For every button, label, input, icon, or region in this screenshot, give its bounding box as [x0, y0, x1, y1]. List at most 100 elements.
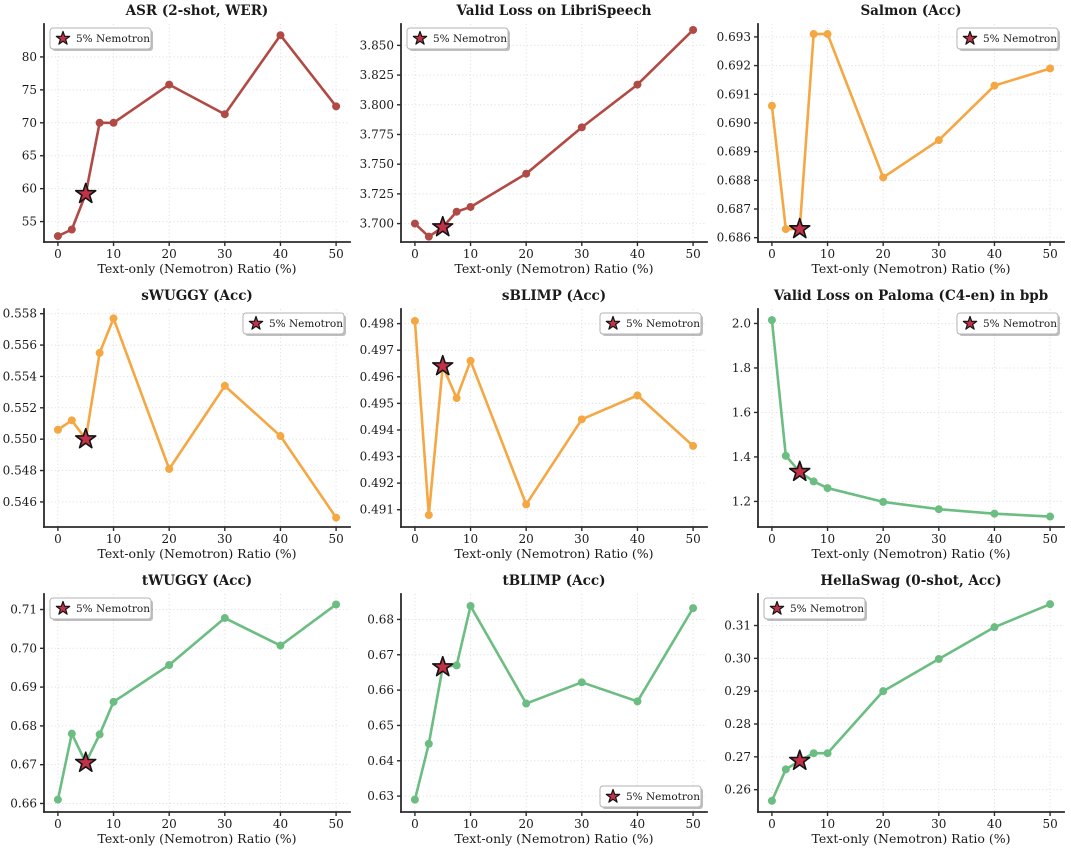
- data-point: [452, 207, 461, 216]
- x-tick-label: 20: [876, 247, 891, 261]
- y-tick-label: 0.548: [3, 464, 37, 478]
- x-tick-label: 20: [519, 532, 534, 546]
- tick-marks: [40, 56, 337, 246]
- legend: 5% Nemotron: [242, 312, 346, 336]
- x-tick-label: 0: [54, 532, 62, 546]
- data-point: [577, 123, 586, 132]
- y-tick-label: 0.31: [724, 619, 751, 633]
- data-point: [522, 699, 531, 708]
- data-point: [934, 136, 943, 145]
- x-tick-label: 20: [519, 817, 534, 831]
- legend: 5% Nemotron: [49, 597, 153, 621]
- x-tick-label: 10: [106, 817, 121, 831]
- data-point: [767, 316, 776, 325]
- y-tick-label: 60: [22, 182, 37, 196]
- y-tick-label: 0.686: [717, 231, 751, 245]
- x-tick-label: 10: [820, 532, 835, 546]
- data-point: [410, 219, 419, 228]
- star-marker-5pct-nemotron: [431, 354, 454, 376]
- data-point: [109, 697, 118, 706]
- x-tick-label: 10: [820, 247, 835, 261]
- data-points: [410, 25, 698, 241]
- y-tick-label: 0.30: [724, 651, 751, 665]
- data-point: [165, 80, 174, 89]
- axes-spines: [400, 23, 708, 243]
- legend-star-icon: [248, 315, 264, 330]
- data-point: [823, 484, 832, 493]
- x-axis-label: Text-only (Nemotron) Ratio (%): [812, 546, 1011, 561]
- axes-spines: [400, 593, 708, 813]
- gridlines: [758, 594, 1064, 812]
- y-tick-label: 0.552: [3, 401, 37, 415]
- x-tick-label: 40: [987, 247, 1002, 261]
- tick-marks: [40, 608, 337, 816]
- y-tick-label: 0.28: [724, 717, 751, 731]
- data-point: [809, 477, 818, 486]
- y-tick-label: 1.8: [732, 361, 751, 375]
- chart-title: Salmon (Acc): [860, 3, 961, 19]
- data-point: [95, 348, 104, 357]
- y-tick-label: 1.2: [732, 494, 751, 508]
- data-point: [424, 232, 433, 241]
- y-tick-label: 0.691: [717, 87, 751, 101]
- data-point: [466, 356, 475, 365]
- legend-star-icon: [962, 30, 978, 45]
- data-point: [109, 314, 118, 323]
- y-tick-label: 0.494: [360, 423, 395, 437]
- data-point: [466, 602, 475, 611]
- data-points: [767, 316, 1055, 521]
- gridlines: [758, 309, 1064, 527]
- legend-star-icon: [605, 315, 621, 330]
- y-tick-label: 0.70: [10, 641, 37, 655]
- x-tick-label: 0: [411, 532, 419, 546]
- chart-title: sWUGGY (Acc): [141, 288, 253, 304]
- y-tick-label: 65: [22, 149, 37, 163]
- data-points: [410, 316, 698, 520]
- chart-title: ASR (2-shot, WER): [125, 3, 269, 19]
- data-line: [413, 319, 695, 517]
- star-marker-5pct-nemotron: [788, 217, 811, 239]
- y-tick-label: 0.66: [367, 683, 394, 697]
- gridlines: [44, 24, 350, 242]
- x-tick-label: 20: [162, 817, 177, 831]
- axes-spines: [43, 23, 351, 243]
- y-tick-label: 3.775: [360, 127, 394, 141]
- x-tick-label: 0: [411, 247, 419, 261]
- y-tick-label: 0.65: [367, 718, 394, 732]
- x-axis-label: Text-only (Nemotron) Ratio (%): [98, 831, 297, 846]
- x-axis-label: Text-only (Nemotron) Ratio (%): [812, 831, 1011, 846]
- data-point: [220, 110, 229, 119]
- legend: 5% Nemotron: [599, 312, 703, 336]
- chart-cell: 0 10 20 30 40 50 0.546 0.548 0.550 0.552 0.554 0.55…: [0, 285, 357, 570]
- legend-star-icon: [769, 600, 785, 615]
- data-point: [879, 497, 888, 506]
- legend-label: 5% Nemotron: [76, 603, 150, 615]
- legend-label: 5% Nemotron: [76, 33, 150, 45]
- x-tick-label: 20: [162, 247, 177, 261]
- data-point: [689, 604, 698, 613]
- x-tick-label: 30: [574, 817, 589, 831]
- y-tick-label: 0.496: [360, 370, 394, 384]
- y-tick-label: 0.491: [360, 503, 394, 517]
- data-line: [770, 602, 1052, 803]
- chart-cell: 0 10 20 30 40 50 0.686 0.687 0.688 0.689 0.690 0.69…: [714, 0, 1071, 285]
- data-point: [577, 678, 586, 687]
- x-tick-label: 10: [106, 532, 121, 546]
- x-tick-label: 50: [328, 532, 343, 546]
- tick-marks: [754, 36, 1051, 246]
- tick-marks: [397, 44, 694, 246]
- data-point: [781, 765, 790, 774]
- x-axis-label: Text-only (Nemotron) Ratio (%): [98, 261, 297, 276]
- y-tick-label: 0.68: [10, 719, 37, 733]
- x-tick-label: 30: [931, 532, 946, 546]
- data-point: [633, 697, 642, 706]
- data-point: [452, 661, 461, 670]
- x-tick-label: 20: [876, 817, 891, 831]
- tick-marks: [397, 618, 694, 816]
- y-tick-label: 0.550: [3, 432, 37, 446]
- x-tick-label: 0: [54, 247, 62, 261]
- legend-label: 5% Nemotron: [790, 603, 864, 615]
- x-tick-label: 30: [217, 247, 232, 261]
- y-tick-label: 0.68: [367, 612, 394, 626]
- gridlines: [758, 24, 1064, 242]
